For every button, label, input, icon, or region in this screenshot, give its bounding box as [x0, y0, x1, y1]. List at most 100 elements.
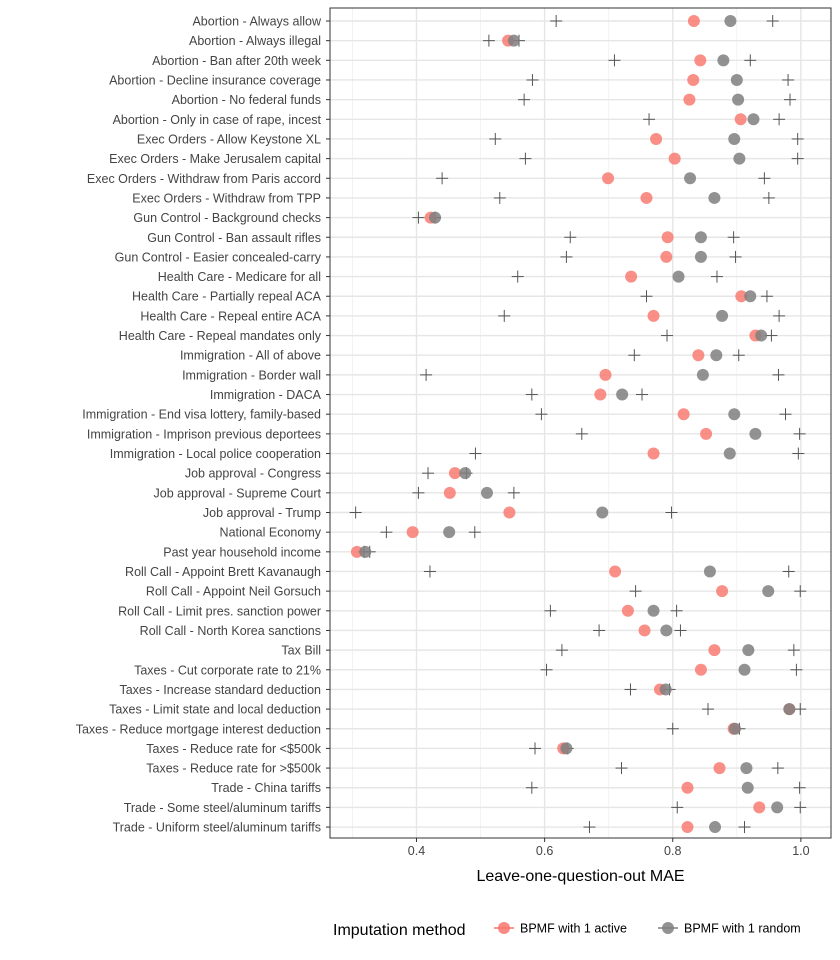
category-label: Taxes - Limit state and local deduction	[109, 703, 321, 717]
category-label: Trade - Uniform steel/aluminum tariffs	[113, 821, 321, 835]
category-label: Immigration - End visa lottery, family-b…	[82, 408, 321, 422]
point-bpmf-active	[602, 172, 615, 185]
category-label: Job approval - Congress	[185, 467, 321, 481]
range-plus-marker	[732, 349, 745, 362]
category-label: Taxes - Reduce rate for <$500k	[146, 742, 321, 756]
range-plus-marker	[744, 54, 757, 67]
range-plus-marker	[701, 703, 714, 716]
range-plus-marker	[773, 309, 786, 322]
point-bpmf-active	[503, 506, 516, 519]
point-bpmf-random	[717, 54, 730, 67]
category-label: Roll Call - Appoint Brett Kavanaugh	[125, 565, 321, 579]
point-bpmf-random	[762, 585, 775, 598]
range-plus-marker	[793, 781, 806, 794]
category-label: Taxes - Reduce rate for >$500k	[146, 762, 321, 776]
range-plus-marker	[436, 172, 449, 185]
point-bpmf-active	[640, 191, 653, 204]
category-label: Health Care - Repeal mandates only	[119, 329, 322, 343]
range-plus-marker	[615, 762, 628, 775]
x-axis-title: Leave-one-question-out MAE	[476, 868, 684, 885]
range-plus-marker	[783, 93, 796, 106]
category-label: Immigration - Border wall	[182, 368, 321, 382]
point-bpmf-random	[359, 545, 372, 558]
category-label: Exec Orders - Withdraw from Paris accord	[87, 172, 321, 186]
point-bpmf-random	[696, 368, 709, 381]
category-label: Job approval - Trump	[203, 506, 321, 520]
range-plus-marker	[758, 172, 771, 185]
point-bpmf-random	[459, 467, 472, 480]
range-plus-marker	[787, 644, 800, 657]
range-plus-marker	[727, 231, 740, 244]
point-bpmf-random	[429, 211, 442, 224]
point-bpmf-random	[560, 742, 573, 755]
legend-label: BPMF with 1 random	[684, 922, 801, 936]
point-bpmf-random	[728, 132, 741, 145]
point-bpmf-random	[742, 644, 755, 657]
point-bpmf-random	[703, 565, 716, 578]
category-label: Roll Call - North Korea sanctions	[140, 624, 321, 638]
point-bpmf-active	[661, 231, 674, 244]
point-bpmf-active	[647, 447, 660, 460]
point-bpmf-active	[647, 309, 660, 322]
range-plus-marker	[773, 113, 786, 126]
category-label: Exec Orders - Allow Keystone XL	[137, 132, 321, 146]
category-label: Tax Bill	[281, 644, 321, 658]
point-bpmf-active	[621, 604, 634, 617]
range-plus-marker	[507, 486, 520, 499]
point-bpmf-random	[443, 526, 456, 539]
category-label: Roll Call - Limit pres. sanction power	[118, 604, 321, 618]
point-bpmf-active	[599, 368, 612, 381]
point-bpmf-active	[687, 73, 700, 86]
range-plus-marker	[729, 250, 742, 263]
range-plus-marker	[636, 388, 649, 401]
point-bpmf-active	[694, 54, 707, 67]
category-label: Immigration - Imprison previous deportee…	[87, 427, 321, 441]
point-bpmf-active	[638, 624, 651, 637]
category-label: Trade - China tariffs	[211, 781, 321, 795]
point-bpmf-active	[609, 565, 622, 578]
point-bpmf-active	[448, 467, 461, 480]
point-bpmf-active	[594, 388, 607, 401]
point-bpmf-random	[724, 15, 737, 27]
range-plus-marker	[511, 270, 524, 283]
point-bpmf-random	[741, 781, 754, 794]
range-plus-marker	[674, 624, 687, 637]
x-tick-label: 0.6	[536, 844, 553, 858]
range-plus-marker	[498, 309, 511, 322]
point-bpmf-active	[713, 762, 726, 775]
range-plus-marker	[765, 329, 778, 342]
range-plus-marker	[771, 762, 784, 775]
range-plus-marker	[766, 15, 779, 27]
range-plus-marker	[608, 54, 621, 67]
point-bpmf-random	[728, 722, 741, 735]
category-label: Abortion - Only in case of rape, incest	[113, 113, 322, 127]
point-bpmf-active	[625, 270, 638, 283]
point-bpmf-random	[659, 683, 672, 696]
range-plus-marker	[779, 408, 792, 421]
point-bpmf-active	[734, 113, 747, 126]
range-plus-marker	[423, 565, 436, 578]
range-plus-marker	[791, 152, 804, 165]
point-bpmf-random	[728, 408, 741, 421]
point-bpmf-active	[687, 15, 700, 27]
range-plus-marker	[791, 132, 804, 145]
point-bpmf-active	[753, 801, 766, 814]
point-bpmf-random	[730, 73, 743, 86]
category-label: Immigration - Local police cooperation	[110, 447, 321, 461]
range-plus-marker	[525, 781, 538, 794]
category-label: Abortion - No federal funds	[172, 93, 321, 107]
legend-title: Imputation method	[333, 922, 466, 939]
range-plus-marker	[482, 34, 495, 47]
category-label: Abortion - Decline insurance coverage	[109, 73, 321, 87]
range-plus-marker	[794, 703, 807, 716]
category-label: Abortion - Ban after 20th week	[152, 54, 322, 68]
range-plus-marker	[640, 290, 653, 303]
point-bpmf-random	[616, 388, 629, 401]
range-plus-marker	[738, 821, 751, 834]
point-bpmf-random	[709, 821, 722, 834]
point-bpmf-active	[668, 152, 681, 165]
range-plus-marker	[529, 742, 542, 755]
range-plus-marker	[624, 683, 637, 696]
range-plus-marker	[550, 15, 563, 27]
point-bpmf-random	[684, 172, 697, 185]
